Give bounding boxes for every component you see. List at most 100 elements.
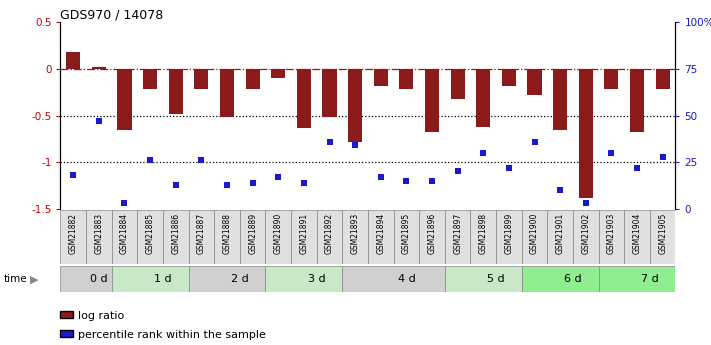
Bar	[400, 69, 413, 89]
Point	[478, 150, 489, 156]
FancyBboxPatch shape	[342, 266, 445, 292]
Text: 3 d: 3 d	[308, 274, 326, 284]
FancyBboxPatch shape	[471, 210, 496, 264]
Bar	[194, 69, 208, 89]
Text: GSM21884: GSM21884	[120, 213, 129, 254]
FancyBboxPatch shape	[342, 210, 368, 264]
FancyBboxPatch shape	[368, 210, 394, 264]
Text: GSM21883: GSM21883	[95, 213, 103, 254]
Point	[657, 154, 668, 159]
FancyBboxPatch shape	[86, 210, 112, 264]
Text: 2 d: 2 d	[231, 274, 249, 284]
Text: GSM21897: GSM21897	[453, 213, 462, 254]
Text: GSM21896: GSM21896	[427, 213, 437, 254]
FancyBboxPatch shape	[547, 210, 573, 264]
Text: GSM21882: GSM21882	[69, 213, 77, 254]
FancyBboxPatch shape	[419, 210, 445, 264]
FancyBboxPatch shape	[265, 210, 291, 264]
FancyBboxPatch shape	[316, 210, 342, 264]
Point	[580, 200, 592, 206]
Text: GSM21887: GSM21887	[197, 213, 206, 254]
Bar	[630, 69, 644, 132]
Text: time: time	[4, 275, 27, 284]
Text: GSM21895: GSM21895	[402, 213, 411, 254]
Text: GSM21886: GSM21886	[171, 213, 181, 254]
Text: GDS970 / 14078: GDS970 / 14078	[60, 8, 164, 21]
FancyBboxPatch shape	[445, 210, 471, 264]
Point	[298, 180, 309, 185]
Text: 1 d: 1 d	[154, 274, 172, 284]
Text: GSM21888: GSM21888	[223, 213, 232, 254]
Point	[196, 158, 207, 163]
Point	[427, 178, 438, 184]
FancyBboxPatch shape	[240, 210, 265, 264]
FancyBboxPatch shape	[60, 210, 86, 264]
FancyBboxPatch shape	[112, 266, 188, 292]
Bar	[374, 69, 387, 86]
Point	[68, 172, 79, 178]
FancyBboxPatch shape	[291, 210, 316, 264]
Point	[144, 158, 156, 163]
Bar	[296, 69, 311, 128]
Text: GSM21891: GSM21891	[299, 213, 309, 254]
Bar	[92, 67, 106, 69]
Text: GSM21890: GSM21890	[274, 213, 283, 254]
Point	[93, 118, 105, 124]
Text: GSM21894: GSM21894	[376, 213, 385, 254]
FancyBboxPatch shape	[522, 210, 547, 264]
FancyBboxPatch shape	[188, 266, 265, 292]
Bar	[425, 69, 439, 132]
Bar	[451, 69, 465, 99]
FancyBboxPatch shape	[214, 210, 240, 264]
Text: GSM21892: GSM21892	[325, 213, 334, 254]
Bar	[169, 69, 183, 114]
Point	[349, 142, 360, 148]
Text: GSM21889: GSM21889	[248, 213, 257, 254]
Bar	[476, 69, 491, 127]
Point	[529, 139, 540, 145]
Point	[555, 187, 566, 193]
Text: GSM21885: GSM21885	[146, 213, 154, 254]
Bar	[348, 69, 362, 142]
FancyBboxPatch shape	[522, 266, 599, 292]
Text: 0 d: 0 d	[90, 274, 107, 284]
FancyBboxPatch shape	[599, 266, 675, 292]
Point	[119, 200, 130, 206]
Bar	[579, 69, 593, 198]
Point	[631, 165, 643, 170]
Text: 6 d: 6 d	[564, 274, 582, 284]
FancyBboxPatch shape	[188, 210, 214, 264]
Text: GSM21898: GSM21898	[479, 213, 488, 254]
Point	[221, 182, 232, 187]
Text: GSM21902: GSM21902	[582, 213, 590, 254]
Point	[401, 178, 412, 184]
Text: log ratio: log ratio	[78, 311, 124, 321]
Text: percentile rank within the sample: percentile rank within the sample	[78, 330, 266, 339]
Point	[170, 182, 181, 187]
Bar	[604, 69, 619, 89]
Point	[452, 169, 464, 174]
FancyBboxPatch shape	[650, 210, 675, 264]
FancyBboxPatch shape	[60, 266, 112, 292]
Bar	[502, 69, 516, 86]
Point	[606, 150, 617, 156]
Text: GSM21900: GSM21900	[530, 213, 539, 255]
Text: GSM21904: GSM21904	[633, 213, 641, 255]
Bar	[323, 69, 336, 117]
Bar	[271, 69, 285, 78]
Text: GSM21893: GSM21893	[351, 213, 360, 254]
FancyBboxPatch shape	[163, 210, 188, 264]
Text: GSM21899: GSM21899	[504, 213, 513, 254]
Bar	[553, 69, 567, 130]
Bar	[143, 69, 157, 89]
Point	[272, 174, 284, 180]
Text: 7 d: 7 d	[641, 274, 658, 284]
Text: ▶: ▶	[30, 275, 38, 284]
FancyBboxPatch shape	[112, 210, 137, 264]
FancyBboxPatch shape	[573, 210, 599, 264]
FancyBboxPatch shape	[137, 210, 163, 264]
Text: GSM21903: GSM21903	[607, 213, 616, 255]
FancyBboxPatch shape	[394, 210, 419, 264]
FancyBboxPatch shape	[624, 210, 650, 264]
Bar	[656, 69, 670, 89]
